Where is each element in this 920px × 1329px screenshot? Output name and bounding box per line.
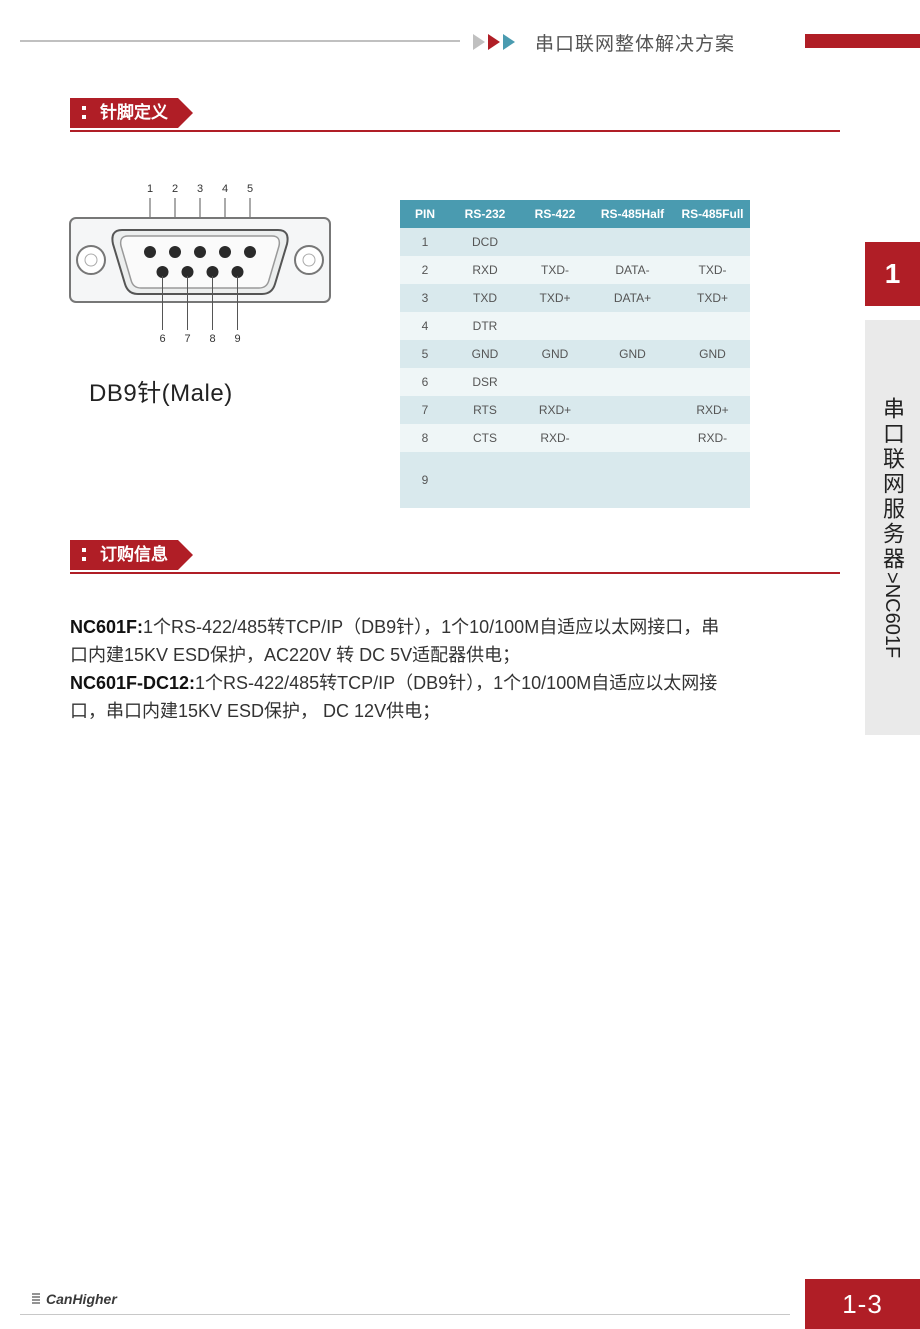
table-cell: DATA- bbox=[590, 263, 675, 277]
table-row: 5GNDGNDGNDGND bbox=[400, 340, 750, 368]
table-cell: 1 bbox=[400, 235, 450, 249]
table-cell: TXD- bbox=[675, 263, 750, 277]
table-cell: 8 bbox=[400, 431, 450, 445]
table-row: 7RTSRXD+RXD+ bbox=[400, 396, 750, 424]
svg-text:2: 2 bbox=[172, 183, 178, 195]
side-chapter-number: 1 bbox=[885, 258, 901, 290]
order-nc601f-desc: 1个RS-422/485转TCP/IP（DB9针），1个10/100M自适应以太… bbox=[70, 617, 719, 665]
table-cell: CTS bbox=[450, 431, 520, 445]
table-cell: DCD bbox=[450, 235, 520, 249]
th-rs232: RS-232 bbox=[450, 207, 520, 221]
svg-text:6: 6 bbox=[159, 333, 165, 345]
order-nc601f-dc12-label: NC601F-DC12: bbox=[70, 673, 195, 693]
table-cell: TXD bbox=[450, 291, 520, 305]
order-info-text: NC601F:1个RS-422/485转TCP/IP（DB9针），1个10/10… bbox=[70, 614, 720, 726]
side-label-text: 串口联网服务器>NC601F bbox=[876, 397, 909, 658]
th-rs485half: RS-485Half bbox=[590, 207, 675, 221]
table-cell: 4 bbox=[400, 319, 450, 333]
table-row: 9 bbox=[400, 452, 750, 508]
table-cell: RXD+ bbox=[675, 403, 750, 417]
table-cell: RXD- bbox=[675, 431, 750, 445]
section-order-info-label: 订购信息 bbox=[100, 545, 168, 564]
table-cell: DTR bbox=[450, 319, 520, 333]
side-chapter-tab: 1 bbox=[865, 242, 920, 306]
table-cell: GND bbox=[450, 347, 520, 361]
table-row: 2RXDTXD-DATA-TXD- bbox=[400, 256, 750, 284]
table-cell: 2 bbox=[400, 263, 450, 277]
th-rs485full: RS-485Full bbox=[675, 207, 750, 221]
table-row: 4DTR bbox=[400, 312, 750, 340]
svg-text:8: 8 bbox=[209, 333, 215, 345]
header-rule bbox=[20, 40, 460, 42]
order-nc601f-label: NC601F: bbox=[70, 617, 143, 637]
footer-page-number: 1-3 bbox=[805, 1279, 920, 1329]
table-cell: RXD- bbox=[520, 431, 590, 445]
table-cell: 3 bbox=[400, 291, 450, 305]
db9-diagram: 1 2 3 4 5 6 bbox=[65, 180, 345, 408]
table-cell: DSR bbox=[450, 375, 520, 389]
table-cell: RXD bbox=[450, 263, 520, 277]
footer-brand: CanHigher bbox=[22, 1289, 117, 1309]
page-header: 串口联网整体解决方案 bbox=[0, 34, 920, 48]
table-row: 6DSR bbox=[400, 368, 750, 396]
header-accent-bar bbox=[805, 34, 920, 48]
side-label-tab: 串口联网服务器>NC601F bbox=[865, 320, 920, 735]
table-cell: RXD+ bbox=[520, 403, 590, 417]
table-row: 1DCD bbox=[400, 228, 750, 256]
table-cell: GND bbox=[590, 347, 675, 361]
section-pin-definition: 针脚定义 bbox=[70, 98, 178, 128]
table-cell: 5 bbox=[400, 347, 450, 361]
table-row: 8CTSRXD-RXD- bbox=[400, 424, 750, 452]
table-cell: 7 bbox=[400, 403, 450, 417]
svg-text:1: 1 bbox=[147, 183, 153, 195]
header-title: 串口联网整体解决方案 bbox=[535, 29, 735, 56]
brand-logo-icon bbox=[22, 1289, 42, 1309]
table-cell: TXD+ bbox=[675, 291, 750, 305]
svg-text:9: 9 bbox=[234, 333, 240, 345]
db9-caption: DB9针(Male) bbox=[89, 373, 345, 408]
footer-brand-text: CanHigher bbox=[46, 1291, 117, 1307]
table-cell: GND bbox=[520, 347, 590, 361]
table-cell: TXD+ bbox=[520, 291, 590, 305]
svg-text:7: 7 bbox=[184, 333, 190, 345]
section-pin-definition-label: 针脚定义 bbox=[100, 103, 168, 122]
th-pin: PIN bbox=[400, 207, 450, 221]
svg-text:3: 3 bbox=[197, 183, 203, 195]
table-cell: GND bbox=[675, 347, 750, 361]
th-rs422: RS-422 bbox=[520, 207, 590, 221]
footer-rule bbox=[20, 1314, 790, 1315]
section-rule bbox=[70, 572, 840, 574]
svg-text:4: 4 bbox=[222, 183, 228, 195]
pin-table: PIN RS-232 RS-422 RS-485Half RS-485Full … bbox=[400, 200, 750, 508]
pin-table-header: PIN RS-232 RS-422 RS-485Half RS-485Full bbox=[400, 200, 750, 228]
db9-connector-icon: 1 2 3 4 5 6 bbox=[65, 180, 345, 350]
table-cell: 9 bbox=[400, 473, 450, 487]
section-order-info: 订购信息 bbox=[70, 540, 178, 570]
table-row: 3TXDTXD+DATA+TXD+ bbox=[400, 284, 750, 312]
section-rule bbox=[70, 130, 840, 132]
header-arrows-icon bbox=[470, 32, 530, 52]
table-cell: 6 bbox=[400, 375, 450, 389]
table-cell: TXD- bbox=[520, 263, 590, 277]
svg-text:5: 5 bbox=[247, 183, 253, 195]
table-cell: RTS bbox=[450, 403, 520, 417]
table-cell: DATA+ bbox=[590, 291, 675, 305]
